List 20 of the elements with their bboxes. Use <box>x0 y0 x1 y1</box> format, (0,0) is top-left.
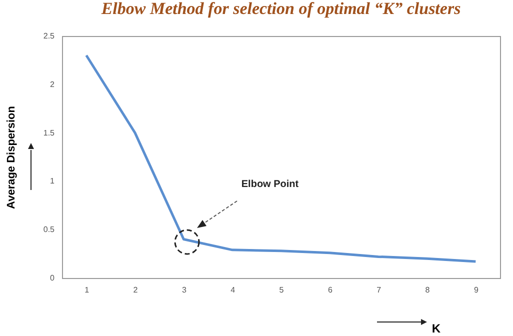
y-tick-label: 0 <box>50 274 56 282</box>
x-axis-title: K <box>432 322 441 336</box>
x-tick-label: 7 <box>376 286 382 294</box>
y-tick-label: 1.5 <box>43 128 56 138</box>
x-tick-label: 8 <box>425 286 430 294</box>
y-tick-label: 2 <box>50 80 56 89</box>
line-series <box>85 54 477 263</box>
x-tick-label: 2 <box>133 286 138 294</box>
x-tick-label: 9 <box>474 286 479 294</box>
x-tick-label: 5 <box>279 286 284 294</box>
x-tick-label: 6 <box>328 286 333 294</box>
x-tick-label: 4 <box>230 286 236 294</box>
x-tick-label: 3 <box>182 286 187 294</box>
x-tick-label: 1 <box>84 286 90 294</box>
y-tick-label: 0.5 <box>43 225 56 234</box>
y-tick-label: 2.5 <box>43 32 56 40</box>
chart-title: Elbow Method for selection of optimal “K” clusters <box>100 0 462 18</box>
y-tick-label: 1 <box>50 176 56 186</box>
y-axis-title: Average Dispersion <box>6 106 18 209</box>
annotation: Elbow Point <box>241 179 300 190</box>
